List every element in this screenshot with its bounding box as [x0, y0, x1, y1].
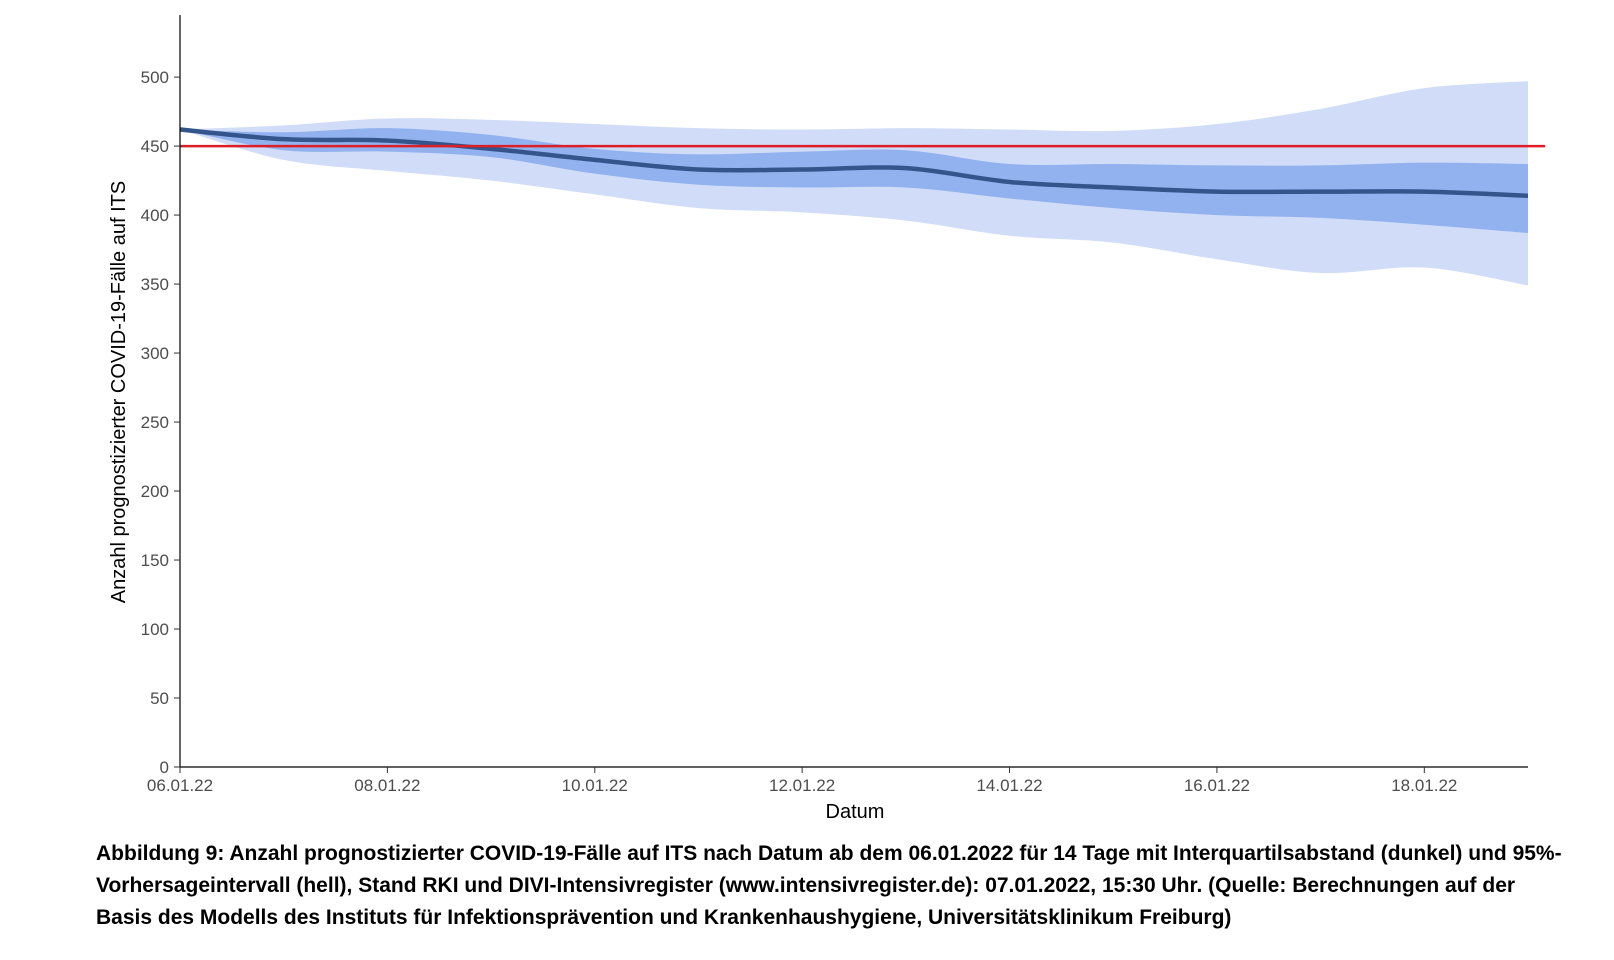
- y-tick-label: 150: [141, 551, 169, 570]
- iqr-band: [180, 128, 1528, 234]
- y-tick-label: 0: [160, 758, 169, 777]
- forecast-chart: 0 50 100 150 200 250 300 350 400 450 500 06.01.22 08…: [108, 15, 1545, 823]
- y-tick-label: 100: [141, 620, 169, 639]
- y-tick-label: 500: [141, 68, 169, 87]
- y-axis-title: Anzahl prognostizierter COVID-19-Fälle a…: [108, 181, 130, 603]
- x-tick-label: 18.01.22: [1391, 776, 1457, 795]
- x-tick-label: 08.01.22: [354, 776, 420, 795]
- ticks-layer: 0 50 100 150 200 250 300 350 400 450 500 06.01.22 08…: [141, 68, 1458, 795]
- x-axis-title: Datum: [826, 801, 885, 820]
- axes-layer: [179, 15, 1528, 768]
- y-tick-label: 50: [150, 689, 169, 708]
- figure-caption: Abbildung 9: Anzahl prognostizierter COV…: [96, 842, 1562, 929]
- y-tick-label: 200: [141, 482, 169, 501]
- chart-svg: 0 50 100 150 200 250 300 350 400 450 500 06.01.22 08…: [108, 15, 1545, 823]
- y-tick-label: 350: [141, 275, 169, 294]
- x-tick-label: 12.01.22: [769, 776, 835, 795]
- x-tick-label: 10.01.22: [562, 776, 628, 795]
- lines-layer: [179, 127, 1545, 199]
- x-tick-label: 06.01.22: [147, 776, 213, 795]
- y-tick-label: 300: [141, 344, 169, 363]
- y-tick-label: 450: [141, 137, 169, 156]
- x-tick-label: 14.01.22: [976, 776, 1042, 795]
- bands-layer: [180, 81, 1528, 286]
- y-tick-label: 250: [141, 413, 169, 432]
- median-line: [179, 127, 1529, 199]
- y-tick-label: 400: [141, 206, 169, 225]
- x-tick-label: 16.01.22: [1184, 776, 1250, 795]
